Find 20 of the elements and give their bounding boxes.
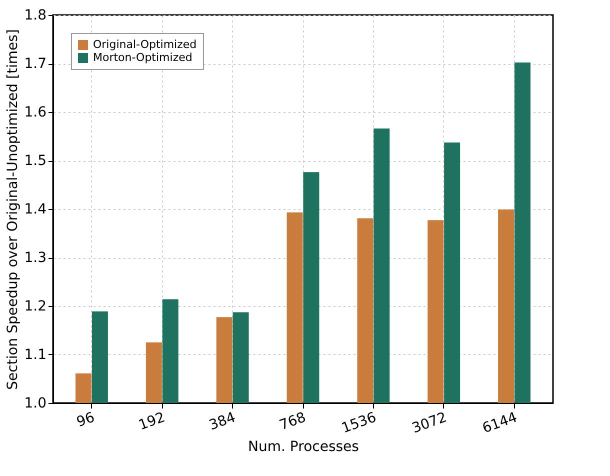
legend-label: Morton-Optimized — [93, 51, 192, 64]
x-tick-label: 768 — [278, 410, 308, 434]
x-tick-label: 6144 — [480, 410, 520, 437]
y-axis-title: Section Speedup over Original-Unoptimized [times] — [5, 29, 22, 390]
x-tick-label: 384 — [207, 410, 238, 434]
y-tick-label: 1.6 — [24, 104, 47, 120]
y-tick-label: 1.0 — [24, 396, 46, 412]
y-tick-label: 1.2 — [24, 298, 46, 314]
y-tick-label: 1.8 — [24, 8, 46, 24]
y-tick-label: 1.1 — [24, 347, 46, 363]
x-tick-label: 96 — [74, 410, 97, 431]
y-tick-label: 1.7 — [24, 56, 46, 72]
legend-label: Original-Optimized — [93, 38, 197, 51]
y-tick-label: 1.5 — [24, 153, 46, 169]
x-tick-label: 1536 — [340, 410, 379, 437]
y-tick-label: 1.3 — [24, 250, 46, 266]
x-tick-label: 3072 — [410, 410, 449, 437]
x-axis-title: Num. Processes — [248, 438, 359, 455]
x-tick-label: 192 — [136, 410, 168, 434]
y-tick-label: 1.4 — [24, 202, 47, 218]
